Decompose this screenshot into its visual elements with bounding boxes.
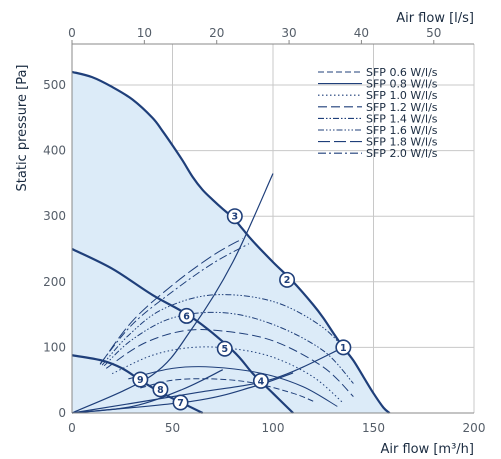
- x-tick-label: 0: [68, 421, 76, 435]
- operating-point-label: 1: [340, 343, 347, 354]
- legend-label: SFP 0.8 W/l/s: [366, 78, 438, 91]
- axes: [71, 43, 474, 414]
- sfp-curve: [103, 311, 354, 384]
- sfp-curve: [128, 366, 338, 407]
- y-tick-label: 400: [43, 144, 66, 158]
- x-tick-labels: 0 50 100 150 200: [68, 421, 485, 435]
- y-tick-label: 300: [43, 209, 66, 223]
- system-curves: [71, 173, 344, 414]
- operating-point-label: 7: [177, 398, 184, 409]
- legend-label: SFP 0.6 W/l/s: [366, 66, 438, 79]
- operating-point-label: 6: [183, 311, 190, 322]
- x2-tick-label: 10: [137, 26, 152, 40]
- y-tick-label: 500: [43, 78, 66, 92]
- sfp-curve: [99, 243, 250, 365]
- sfp-curve: [111, 346, 344, 404]
- sfp-curve: [99, 238, 244, 365]
- operating-point-marker: [152, 381, 169, 398]
- legend-label: SFP 1.2 W/l/s: [366, 101, 438, 114]
- legend-label: SFP 1.6 W/l/s: [366, 124, 438, 137]
- x-tick-label: 200: [463, 421, 486, 435]
- x-tick-label: 100: [262, 421, 285, 435]
- y-tick-label: 100: [43, 340, 66, 354]
- sfp-curve: [140, 378, 314, 402]
- operating-point-marker: [335, 339, 352, 356]
- operating-point-label: 8: [157, 385, 164, 396]
- operating-point-marker: [216, 340, 233, 357]
- fan-curve: [71, 248, 294, 414]
- x-tick-label: 50: [165, 421, 180, 435]
- operating-point-label: 4: [258, 376, 265, 387]
- legend-label: SFP 1.0 W/l/s: [366, 89, 438, 102]
- system-curve: [71, 173, 274, 414]
- operating-points: 1 2 3 4 5 6 7 8 9: [132, 208, 352, 411]
- legend-label: SFP 2.0 W/l/s: [366, 147, 438, 160]
- operating-point-marker: [226, 208, 243, 225]
- operating-point-marker: [279, 271, 296, 288]
- x2-axis-title: Air flow [l/s]: [396, 11, 474, 26]
- y-tick-labels: 0 100 200 300 400 500: [43, 78, 66, 420]
- operating-point-label: 9: [137, 375, 144, 386]
- x-axis-title: Air flow [m³/h]: [380, 442, 474, 457]
- x-tick-label: 150: [362, 421, 385, 435]
- sfp-curves: [99, 238, 354, 407]
- system-curve: [71, 346, 344, 414]
- operating-point-marker: [172, 394, 189, 411]
- x2-tick-label: 30: [281, 26, 296, 40]
- operating-point-label: 2: [284, 275, 291, 286]
- operating-area: [72, 71, 390, 413]
- legend-label: SFP 1.8 W/l/s: [366, 136, 438, 149]
- x2-tick-label: 40: [354, 26, 369, 40]
- y-tick-label: 0: [58, 406, 66, 420]
- x2-tick-label: 50: [426, 26, 441, 40]
- sfp-curve: [105, 329, 354, 397]
- operating-point-marker: [132, 371, 149, 388]
- operating-point-marker: [252, 372, 269, 389]
- x2-tick-label: 0: [68, 26, 76, 40]
- x2-tick-label: 20: [209, 26, 224, 40]
- y-axis-title: Static pressure [Pa]: [15, 65, 30, 192]
- operating-point-label: 5: [221, 344, 228, 355]
- operating-point-label: 3: [231, 212, 238, 223]
- y-tick-label: 200: [43, 275, 66, 289]
- sfp-curve: [101, 294, 354, 366]
- x2-tick-labels: 0 10 20 30 40 50: [68, 26, 441, 40]
- operating-point-marker: [178, 307, 195, 324]
- legend-label: SFP 1.4 W/l/s: [366, 112, 438, 125]
